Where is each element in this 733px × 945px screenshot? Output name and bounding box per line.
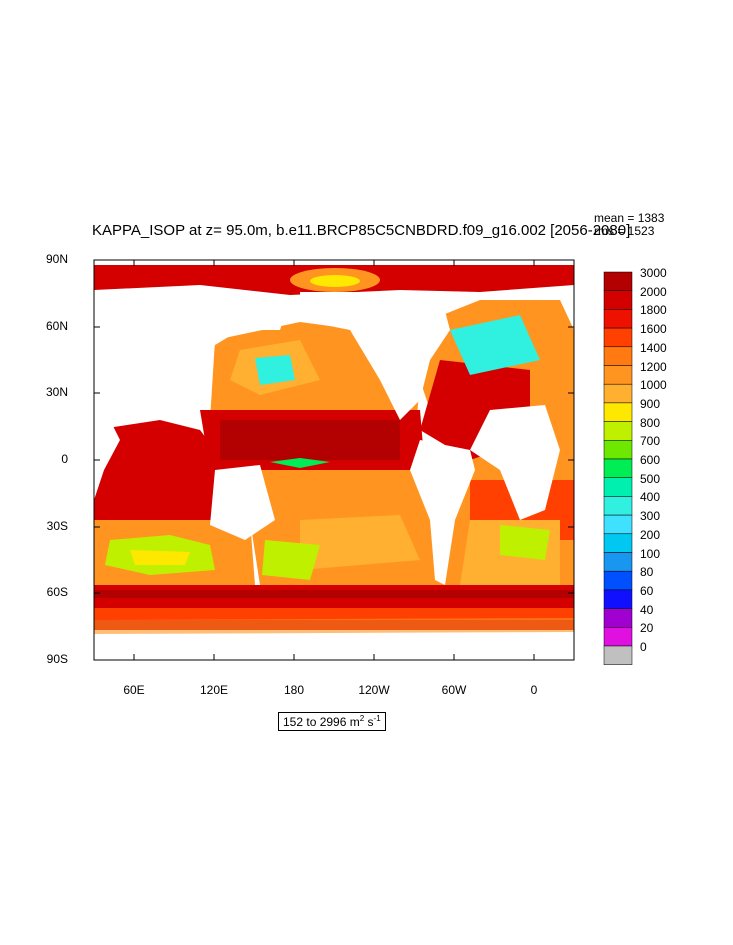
- colorbar-level-label: 1600: [640, 322, 667, 337]
- x-tick-label: 120E: [199, 683, 229, 697]
- colorbar-swatch: [603, 309, 633, 329]
- colorbar-level-label: 40: [640, 602, 654, 617]
- colorbar-level-label: 2000: [640, 284, 667, 299]
- y-tick-label: 90N: [45, 252, 68, 266]
- rms-value: rms = 1523: [594, 224, 655, 238]
- colorbar-level-label: 400: [640, 490, 661, 505]
- x-tick-label: 120W: [358, 683, 390, 697]
- land-north-america: [300, 292, 450, 420]
- colorbar-level-label: 3000: [640, 266, 667, 280]
- colorbar-swatch: [603, 533, 633, 553]
- x-tick-label: 0: [530, 683, 538, 697]
- colorbar-level-label: 500: [640, 471, 661, 486]
- x-tick-label: 180: [283, 683, 305, 697]
- colorbar-swatch: [603, 608, 633, 628]
- land-africa-east: [470, 405, 560, 520]
- units-range-box: 152 to 2996 m2 s-1: [278, 712, 386, 731]
- colorbar-swatch: [603, 458, 633, 478]
- x-ticks: [133, 260, 535, 660]
- colorbar-swatch: [603, 383, 633, 404]
- colorbar-level-label: 700: [640, 434, 661, 449]
- land-south-america: [410, 440, 475, 585]
- colorbar-level-label: 200: [640, 527, 661, 542]
- colorbar-swatch: [603, 496, 633, 516]
- map-field: [94, 260, 574, 660]
- colorbar-swatch: [603, 514, 633, 535]
- colorbar-level-label: 80: [640, 565, 654, 580]
- colorbar-level-label: 900: [640, 396, 661, 411]
- y-tick-label: 30N: [45, 385, 68, 399]
- colorbar-swatch: [603, 589, 633, 609]
- colorbar-swatch: [603, 365, 633, 385]
- plot-title: KAPPA_ISOP at z= 95.0m, b.e11.BRCP85C5CN…: [92, 222, 631, 239]
- colorbar-level-label: 1800: [640, 303, 667, 318]
- colorbar-level-label: 1200: [640, 359, 667, 374]
- land-antarctica: [94, 630, 574, 660]
- colorbar-swatch: [603, 402, 633, 422]
- colorbar-swatch: [603, 346, 633, 366]
- colorbar-level-label: 1000: [640, 378, 667, 393]
- colorbar-level-label: 20: [640, 621, 654, 636]
- colorbar-level-label: 800: [640, 415, 661, 430]
- x-tick-label: 60W: [441, 683, 467, 697]
- colorbar-level-label: 1400: [640, 340, 667, 355]
- colorbar-swatch: [603, 645, 633, 665]
- colorbar: [603, 271, 633, 665]
- y-ticks: [94, 259, 574, 661]
- land-eurasia: [94, 292, 290, 420]
- colorbar-swatch: [603, 552, 633, 572]
- y-tick-label: 60S: [46, 585, 68, 599]
- colorbar-level-label: 100: [640, 546, 661, 561]
- y-tick-label: 90S: [46, 652, 68, 666]
- units-exponent-2: -1: [373, 714, 381, 723]
- mean-value: mean = 1383: [594, 211, 665, 225]
- colorbar-swatch: [603, 421, 633, 441]
- colorbar-swatch: [603, 440, 633, 460]
- colorbar-swatch: [603, 477, 633, 497]
- colorbar-level-label: 600: [640, 453, 661, 467]
- colorbar-level-label: 60: [640, 583, 654, 598]
- y-tick-label: 60N: [45, 319, 68, 333]
- land-africa: [94, 420, 120, 500]
- colorbar-swatch: [603, 290, 633, 310]
- land-australia: [210, 465, 275, 540]
- y-tick-label: 0: [61, 452, 68, 466]
- colorbar-level-label: 0: [640, 640, 647, 654]
- units-range: 152 to 2996 m: [283, 715, 360, 729]
- x-tick-label: 60E: [123, 683, 145, 697]
- colorbar-swatch: [603, 327, 633, 348]
- colorbar-swatch: [603, 570, 633, 591]
- colorbar-swatch: [603, 627, 633, 647]
- units-exponent-1: 2: [359, 714, 365, 723]
- colorbar-level-label: 300: [640, 509, 661, 524]
- colorbar-swatch: [603, 271, 633, 291]
- stats-block: mean = 1383 rms = 1523: [594, 212, 664, 238]
- units-seconds: s: [364, 715, 374, 729]
- y-tick-label: 30S: [46, 519, 68, 533]
